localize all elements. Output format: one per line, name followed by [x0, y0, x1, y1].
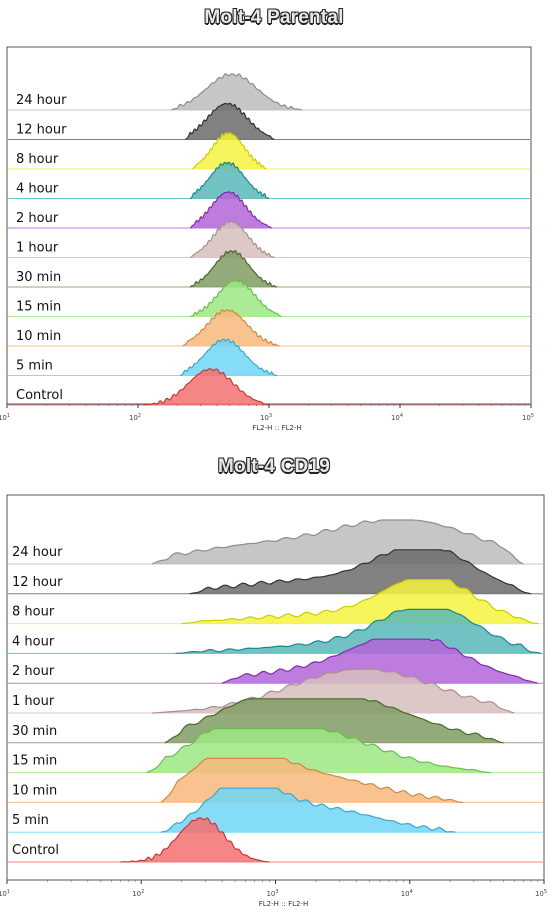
series-label: 10 min	[16, 329, 61, 344]
histogram-row: 10 min	[8, 309, 530, 347]
histogram-fill	[160, 788, 456, 833]
histogram-row: 5 min	[8, 787, 543, 833]
histogram-outline	[221, 638, 539, 684]
histogram-fill	[143, 369, 269, 405]
histogram-outline	[171, 73, 303, 111]
histogram-outline	[185, 102, 275, 141]
histogram-outline	[189, 161, 270, 200]
histogram-outline	[189, 250, 278, 288]
histogram-row: 24 hour	[8, 73, 530, 111]
series-label: Control	[12, 843, 59, 858]
series-label: 5 min	[16, 359, 53, 374]
histogram-fill	[182, 310, 280, 346]
histogram-row: 2 hour	[8, 191, 530, 229]
histogram-outline	[160, 757, 464, 803]
histogram-outline	[120, 817, 270, 863]
series-label: 4 hour	[12, 634, 55, 649]
histogram-fill	[190, 280, 282, 317]
series-label: 10 min	[12, 783, 57, 798]
series-label: 2 hour	[12, 664, 55, 679]
histogram-fill	[190, 162, 269, 199]
series-label: 1 hour	[16, 241, 59, 256]
histogram-row: 15 min	[8, 279, 530, 318]
histogram-outline	[182, 309, 280, 347]
histogram-outline	[143, 368, 270, 406]
chart-title-cd19: Molt-4 CD19	[218, 456, 330, 477]
histogram-chart-cd19: 24 hour 12 hour 8 hour 4 hour 2 hour 1 hour 30…	[0, 494, 547, 908]
series-label: 12 hour	[12, 575, 63, 590]
x-axis-label: FL2-H :: FL2-H	[259, 900, 309, 908]
histogram-row: 4 hour	[8, 608, 543, 654]
series-label: 2 hour	[16, 211, 59, 226]
histogram-row: Control	[8, 368, 530, 406]
x-tick-label: 102	[132, 889, 144, 898]
series-label: 15 min	[12, 754, 57, 769]
series-label: 5 min	[12, 813, 49, 828]
x-axis-label: FL2-H :: FL2-H	[252, 424, 302, 432]
histogram-fill	[190, 251, 277, 287]
histogram-row: 4 hour	[8, 161, 530, 200]
histogram-outline	[146, 728, 491, 774]
series-label: 30 min	[12, 724, 57, 739]
histogram-row: 5 min	[8, 338, 530, 377]
x-tick-label: 104	[391, 413, 403, 422]
histogram-outline	[189, 549, 532, 595]
histogram-fill	[151, 669, 515, 713]
histogram-row: 2 hour	[8, 638, 543, 684]
histogram-outline	[164, 698, 504, 744]
x-tick-label: 101	[0, 413, 10, 422]
series-label: 8 hour	[12, 605, 55, 620]
histogram-outline	[160, 787, 456, 833]
series-label: 8 hour	[16, 152, 59, 167]
histogram-fill	[185, 103, 275, 140]
histogram-fill	[180, 339, 277, 376]
histogram-fill	[175, 609, 541, 654]
histogram-fill	[171, 74, 303, 110]
histogram-row: 24 hour	[8, 519, 543, 565]
histogram-row: 1 hour	[8, 220, 530, 259]
histogram-outline	[151, 519, 524, 565]
histogram-outline	[189, 191, 273, 229]
series-label: 1 hour	[12, 694, 55, 709]
histogram-row: 12 hour	[8, 102, 530, 141]
x-tick-label: 103	[266, 889, 278, 898]
x-tick-label: 104	[401, 889, 413, 898]
x-tick-label: 105	[522, 413, 534, 422]
histogram-outline	[189, 220, 275, 259]
histogram-outline	[181, 579, 538, 625]
histogram-outline	[175, 608, 542, 654]
series-label: 24 hour	[12, 545, 63, 560]
histogram-fill	[192, 133, 267, 169]
series-label: 4 hour	[16, 182, 59, 197]
x-tick-label: 103	[260, 413, 272, 422]
histogram-fill	[190, 221, 275, 258]
series-label: 12 hour	[16, 123, 67, 138]
x-tick-label: 105	[535, 889, 547, 898]
histogram-fill	[222, 639, 538, 684]
histogram-outline	[151, 668, 515, 714]
histogram-row: Control	[8, 817, 543, 863]
histogram-fill	[190, 192, 272, 228]
series-label: 30 min	[16, 270, 61, 285]
histogram-chart-parental: 24 hour 12 hour 8 hour 4 hour 2 hour 1 hour 30…	[0, 46, 534, 432]
series-label: 15 min	[16, 300, 61, 315]
histogram-outline	[180, 338, 278, 377]
series-label: 24 hour	[16, 93, 67, 108]
chart-title-parental: Molt-4 Parental	[204, 7, 344, 28]
histogram-fill	[120, 818, 270, 862]
series-label: Control	[16, 388, 63, 403]
x-tick-label: 102	[129, 413, 141, 422]
histogram-row: 30 min	[8, 250, 530, 288]
histogram-outline	[189, 279, 282, 318]
histogram-outline	[191, 132, 267, 170]
x-tick-label: 101	[0, 889, 10, 898]
histogram-fill	[151, 520, 524, 564]
histogram-row: 8 hour	[8, 132, 530, 170]
